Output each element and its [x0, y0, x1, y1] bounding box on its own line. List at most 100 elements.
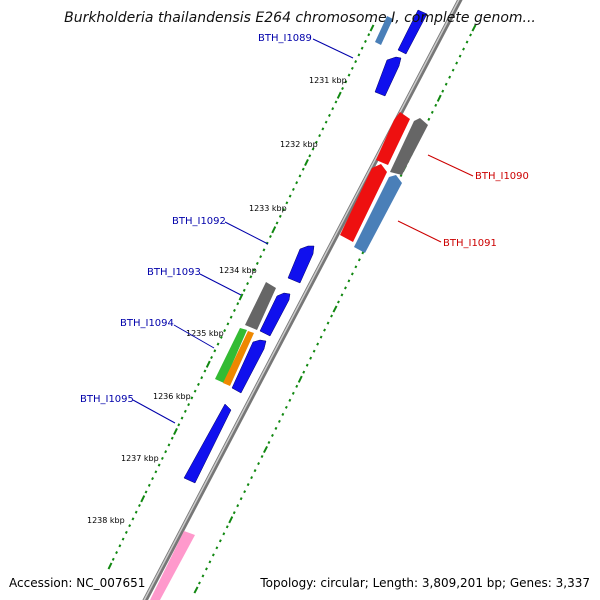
minor-tick: [187, 403, 191, 407]
leader-BTH_I1095: [132, 399, 176, 424]
minor-tick: [448, 75, 452, 79]
gene-BTH_I1094[interactable]: [231, 339, 267, 394]
gene-label-BTH_I1089[interactable]: BTH_I1089: [258, 33, 312, 44]
minor-tick: [427, 117, 431, 121]
minor-tick: [118, 544, 122, 548]
major-tick: [297, 375, 303, 383]
minor-tick: [277, 419, 281, 423]
major-tick: [332, 305, 338, 313]
gene-label-BTH_I1094[interactable]: BTH_I1094: [120, 318, 174, 329]
gene-BTH_I1091-red[interactable]: [340, 164, 387, 242]
accession-text: Accession: NC_007651: [9, 576, 146, 590]
minor-tick: [229, 315, 233, 319]
major-tick: [140, 495, 146, 503]
minor-tick: [210, 355, 213, 360]
minor-tick: [260, 454, 264, 459]
gene-BTH_I1094-orange[interactable]: [223, 331, 254, 386]
minor-tick: [361, 251, 365, 255]
minor-tick: [318, 134, 322, 138]
leader-BTH_I1090: [427, 154, 474, 177]
gene-pink[interactable]: [150, 531, 195, 600]
minor-tick: [203, 369, 207, 373]
scale-label: 1233 kbp: [249, 204, 287, 213]
gene-BTH_I1093[interactable]: [245, 282, 276, 330]
minor-tick: [134, 510, 138, 514]
inner-ticks: [107, 24, 375, 570]
gene-BTH_I1091[interactable]: [354, 175, 402, 253]
leader-BTH_I1089: [312, 38, 354, 59]
gene-label-BTH_I1092[interactable]: BTH_I1092: [172, 216, 226, 227]
major-tick: [228, 516, 234, 524]
minor-tick: [444, 82, 448, 86]
major-tick: [471, 24, 477, 32]
minor-tick: [441, 89, 445, 93]
gene-label-BTH_I1095[interactable]: BTH_I1095: [80, 394, 134, 405]
minor-tick: [222, 532, 226, 536]
minor-tick: [465, 40, 469, 44]
gene-blue-top[interactable]: [397, 9, 428, 55]
minor-tick: [205, 567, 208, 571]
leader-BTH_I1092: [224, 221, 269, 245]
minor-tick: [249, 275, 253, 279]
minor-tick: [364, 39, 367, 43]
minor-tick: [357, 258, 361, 262]
gene-BTH_I1093-b[interactable]: [259, 292, 291, 337]
minor-tick: [226, 322, 230, 326]
minor-tick: [341, 86, 344, 91]
genome-backbone: [142, 0, 463, 600]
gene-label-BTH_I1093[interactable]: BTH_I1093: [147, 267, 201, 278]
minor-tick: [469, 33, 472, 37]
minor-tick: [298, 174, 302, 178]
scale-label: 1231 kbp: [309, 76, 347, 85]
minor-tick: [267, 440, 271, 445]
minor-tick: [131, 517, 135, 521]
minor-tick: [183, 409, 187, 413]
minor-tick: [334, 100, 338, 104]
major-tick: [304, 158, 309, 167]
minor-tick: [253, 469, 257, 473]
major-tick: [205, 360, 211, 368]
gene-BTH_I1089-a[interactable]: [375, 16, 393, 45]
gene-BTH_I1090-b[interactable]: [390, 118, 428, 175]
gene-label-BTH_I1090[interactable]: BTH_I1090: [475, 171, 529, 182]
major-tick: [238, 293, 244, 301]
minor-tick: [350, 272, 354, 276]
genome-summary: Topology: circular; Length: 3,809,201 bp…: [260, 576, 590, 590]
minor-tick: [208, 560, 212, 564]
minor-tick: [330, 314, 333, 318]
minor-tick: [347, 279, 351, 283]
minor-tick: [275, 221, 279, 225]
minor-tick: [115, 551, 118, 555]
minor-tick: [331, 107, 335, 111]
gene-BTH_I1090-a[interactable]: [376, 112, 410, 165]
minor-tick: [312, 349, 316, 353]
minor-tick: [180, 416, 184, 420]
scale-label: 1237 kbp: [121, 454, 159, 463]
label-leaders: [132, 38, 474, 424]
minor-tick: [324, 120, 328, 124]
minor-tick: [285, 201, 289, 205]
genes-forward: [150, 16, 402, 600]
map-title: Burkholderia thailandensis E264 chromoso…: [64, 10, 536, 26]
minor-tick: [309, 356, 313, 360]
minor-tick: [128, 524, 132, 528]
minor-tick: [250, 476, 254, 480]
gene-BTH_I1092[interactable]: [287, 245, 315, 284]
minor-tick: [200, 376, 204, 380]
gene-label-BTH_I1091[interactable]: BTH_I1091: [443, 238, 497, 249]
minor-tick: [215, 546, 219, 550]
minor-tick: [144, 490, 148, 494]
minor-tick: [193, 389, 197, 393]
minor-tick: [147, 483, 151, 487]
minor-tick: [316, 342, 320, 346]
minor-tick: [190, 396, 194, 400]
minor-tick: [274, 426, 278, 430]
gene-BTH_I1094-green[interactable]: [215, 328, 247, 383]
major-tick: [193, 586, 199, 594]
gene-BTH_I1089[interactable]: [374, 56, 402, 97]
minor-tick: [164, 450, 168, 454]
minor-tick: [319, 335, 323, 339]
genes-reverse: [340, 9, 428, 253]
gene-BTH_I1095[interactable]: [183, 403, 232, 484]
minor-tick: [160, 456, 164, 460]
